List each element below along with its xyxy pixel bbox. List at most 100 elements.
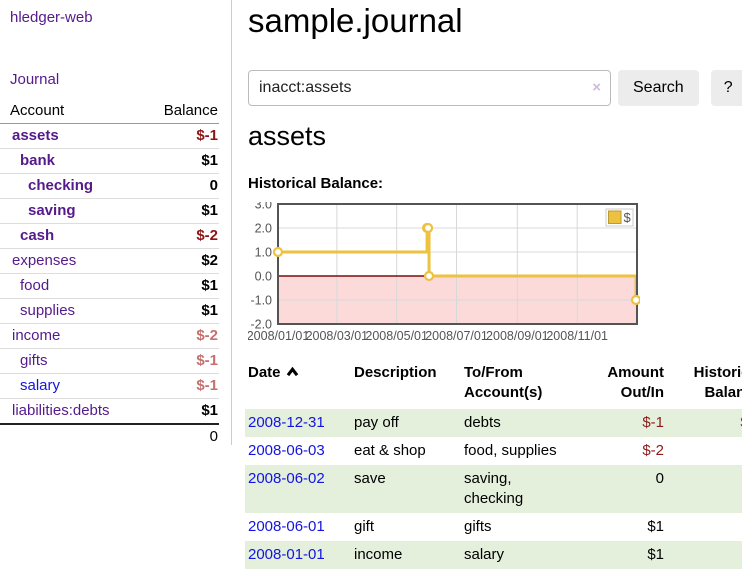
accounts-total-row: 0 (0, 423, 219, 449)
account-row: supplies $1 (0, 299, 219, 324)
transaction-accounts: gifts (464, 518, 492, 535)
data-point-marker (422, 222, 434, 234)
accounts-table-body: assets $-1 bank $1 checking 0 saving $1 cash $-2 e… (0, 124, 219, 425)
main-content: sample.journal × Search ? assets Histori… (245, 0, 742, 582)
account-row: checking 0 (0, 174, 219, 199)
search-form: × Search ? (248, 70, 742, 106)
transaction-balance: $1 (667, 541, 742, 569)
account-link[interactable]: bank (20, 152, 56, 169)
transaction-description: pay off (354, 414, 399, 431)
transaction-date-link[interactable]: 2008-06-01 (248, 518, 325, 535)
legend-swatch (608, 210, 622, 224)
account-balance: $1 (201, 402, 218, 419)
register-column-header: Historical Balance (693, 364, 742, 401)
chart-title: Historical Balance: (248, 175, 384, 192)
account-link[interactable]: income (12, 327, 61, 344)
account-balance: $1 (201, 302, 218, 319)
sort-asc-icon[interactable] (286, 366, 299, 377)
account-link[interactable]: saving (28, 202, 76, 219)
data-point-marker (630, 294, 642, 306)
search-input[interactable] (248, 70, 611, 106)
transaction-balance: $-1 (667, 409, 742, 437)
x-tick-label: 2008/03/01 (306, 329, 369, 343)
account-link[interactable]: liabilities:debts (12, 402, 110, 419)
transaction-balance: $2 (667, 513, 742, 541)
balance-chart: $3.0 2.0 1.0 0.0 -1.0 -2.0 2008/01/01 2008/03/0… (247, 198, 642, 346)
account-link[interactable]: assets (12, 127, 59, 144)
register-table: Date Description To/From Account(s) Amount … (245, 361, 742, 569)
account-row: gifts $-1 (0, 349, 219, 374)
register-column-header: To/From Account(s) (464, 364, 543, 401)
data-point-marker (272, 246, 284, 258)
transaction-date-link[interactable]: 2008-06-03 (248, 442, 325, 459)
transaction-row: 2008-12-31 pay off debts $-1$-1 (245, 409, 742, 437)
plot-border (277, 203, 638, 325)
nav-journal-link[interactable]: Journal (10, 71, 60, 88)
account-row: bank $1 (0, 149, 219, 174)
register-column-header: Date (245, 361, 351, 409)
x-tick-label: 2008/07/01 (425, 329, 488, 343)
transaction-accounts: debts (464, 414, 501, 431)
account-balance: $2 (201, 252, 218, 269)
help-button[interactable]: ? (710, 70, 742, 106)
accounts-total-balance: 0 (145, 423, 219, 449)
account-balance: 0 (209, 177, 218, 194)
x-tick-label: 2008/05/01 (365, 329, 428, 343)
account-balance: $-1 (196, 377, 218, 394)
x-tick-label: 2008/11/01 (546, 329, 608, 343)
accounts-table: Account Balance assets $-1 bank $1 checking 0… (0, 100, 219, 449)
transaction-row: 2008-06-02 save saving, checking 0$2 (245, 465, 742, 513)
account-balance: $-2 (196, 227, 218, 244)
account-balance: $-1 (196, 127, 218, 144)
account-link[interactable]: gifts (20, 352, 48, 369)
x-tick-label: 2008/09/01 (486, 329, 549, 343)
account-link[interactable]: checking (28, 177, 94, 194)
account-title: assets (248, 121, 327, 151)
search-input-wrap: × (248, 70, 611, 106)
account-link[interactable]: supplies (20, 302, 76, 319)
register-column-header: Description (354, 364, 437, 381)
register-body: 2008-12-31 pay off debts $-1$-1 2008-06-03 ea… (245, 409, 742, 569)
transaction-accounts: saving, checking (464, 470, 524, 507)
accounts-header-balance: Balance (145, 100, 219, 124)
sidebar: hledger-web Journal Account Balance asse… (0, 0, 231, 582)
accounts-header-account: Account (0, 100, 146, 124)
transaction-amount: 0 (655, 470, 664, 487)
balance-chart-svg: $3.0 2.0 1.0 0.0 -1.0 -2.02008/01/012008/03/0… (247, 198, 642, 343)
account-balance: $-2 (196, 327, 218, 344)
search-button[interactable]: Search (618, 70, 699, 106)
transaction-description: gift (354, 518, 375, 535)
register-header-row: Date Description To/From Account(s) Amount … (245, 361, 742, 409)
transaction-description: save (354, 470, 386, 487)
sidebar-divider (231, 0, 232, 445)
y-tick-label: 2.0 (255, 222, 272, 236)
account-row: income $-2 (0, 324, 219, 349)
clear-search-icon[interactable]: × (592, 79, 601, 96)
account-link[interactable]: cash (20, 227, 55, 244)
legend-label: $ (624, 210, 632, 225)
y-tick-label: 3.0 (255, 202, 272, 212)
y-tick-label: -2.0 (250, 318, 272, 332)
account-row: liabilities:debts $1 (0, 399, 219, 425)
accounts-header-row: Account Balance (0, 100, 219, 124)
account-balance: $-1 (196, 352, 218, 369)
account-link[interactable]: salary (20, 377, 61, 394)
account-link[interactable]: expenses (12, 252, 77, 269)
transaction-date-link[interactable]: 2008-06-02 (248, 470, 325, 487)
account-balance: $1 (201, 202, 218, 219)
transaction-balance: 0 (667, 437, 742, 465)
transaction-accounts: food, supplies (464, 442, 557, 459)
register-column-header: Amount Out/In (607, 364, 664, 401)
transaction-amount: $1 (647, 518, 664, 535)
account-row: cash $-2 (0, 224, 219, 249)
account-row: salary $-1 (0, 374, 219, 399)
transaction-balance: $2 (667, 465, 742, 513)
transaction-amount: $1 (647, 546, 664, 563)
transaction-date-link[interactable]: 2008-01-01 (248, 546, 325, 563)
transaction-row: 2008-01-01 income salary $1$1 (245, 541, 742, 569)
transaction-description: income (354, 546, 403, 563)
account-link[interactable]: food (20, 277, 50, 294)
transaction-date-link[interactable]: 2008-12-31 (248, 414, 325, 431)
account-row: expenses $2 (0, 249, 219, 274)
brand-link[interactable]: hledger-web (10, 9, 93, 26)
